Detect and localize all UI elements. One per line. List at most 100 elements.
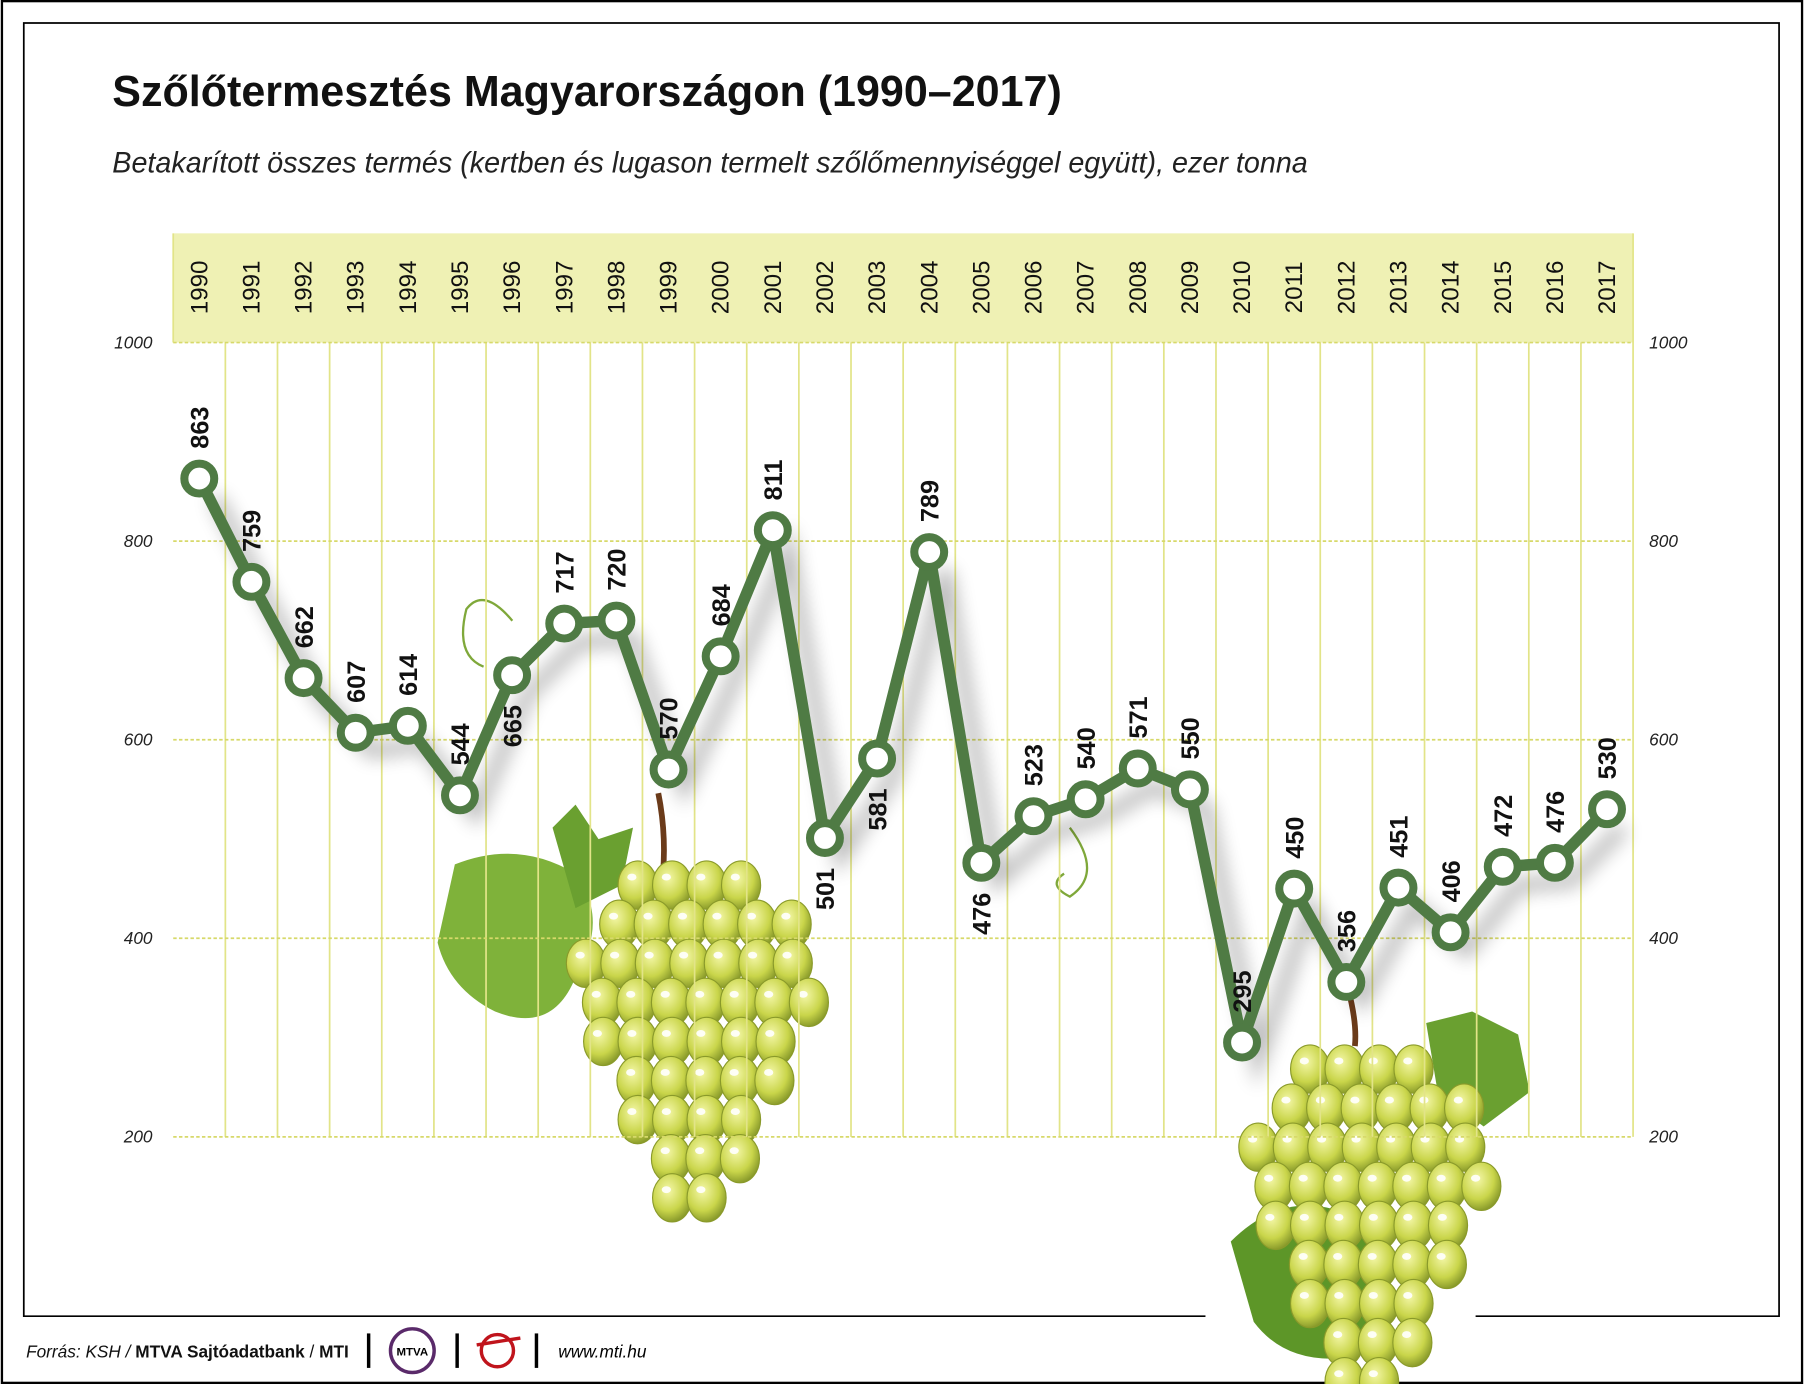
- grape-shine: [695, 990, 705, 998]
- grape-shine: [729, 1069, 739, 1076]
- data-point: [336, 713, 375, 752]
- footer-url: www.mti.hu: [558, 1342, 647, 1362]
- grape-shine: [696, 1108, 706, 1116]
- x-tick-label: 2005: [968, 261, 995, 315]
- grape-shine: [1402, 1331, 1412, 1339]
- x-tick-label: 2003: [864, 261, 891, 315]
- grape-shine: [1402, 1252, 1412, 1260]
- data-label: 720: [604, 549, 632, 591]
- y-tick-label: 400: [124, 928, 153, 948]
- grape-shine: [747, 951, 758, 959]
- grape-shine: [1350, 1096, 1360, 1104]
- grape-shine: [1334, 1370, 1344, 1378]
- grape-shine: [746, 912, 757, 920]
- data-label: 540: [1073, 727, 1101, 769]
- x-tick-label: 2007: [1073, 261, 1100, 315]
- y-tick-label: 200: [1648, 1127, 1678, 1147]
- data-label: 811: [760, 460, 788, 501]
- grape-shine: [1384, 1096, 1394, 1104]
- x-tick-label: 2000: [708, 261, 735, 315]
- data-point: [180, 459, 219, 498]
- grape-shine: [1334, 1057, 1344, 1065]
- data-point: [858, 739, 897, 778]
- x-tick-label: 1997: [551, 261, 578, 315]
- grape: [788, 977, 830, 1028]
- grape-shine: [1367, 1331, 1377, 1339]
- grape-shine: [782, 951, 792, 959]
- x-tick-label: 2006: [1021, 261, 1048, 315]
- grape-shine: [1368, 1370, 1378, 1378]
- data-point: [701, 637, 740, 676]
- y-tick-label: 600: [1649, 729, 1678, 749]
- x-tick-label: 2014: [1438, 261, 1465, 315]
- data-label: 530: [1594, 737, 1622, 779]
- data-label: 295: [1229, 970, 1257, 1012]
- data-label: 571: [1125, 696, 1153, 738]
- chart-title: Szőlőtermesztés Magyarországon (1990–201…: [112, 67, 1061, 116]
- data-label: 523: [1021, 744, 1049, 786]
- data-point: [493, 656, 532, 695]
- data-point: [284, 659, 323, 698]
- grape-shine: [1453, 1096, 1463, 1104]
- data-point: [1118, 749, 1157, 788]
- grape: [719, 1133, 761, 1184]
- grape-shine: [729, 1147, 739, 1155]
- grape-shine: [713, 951, 723, 959]
- leaf: [437, 853, 593, 1019]
- data-label: 450: [1281, 817, 1309, 859]
- x-tick-label: 2010: [1229, 261, 1256, 315]
- data-point: [1014, 797, 1053, 836]
- grape-shine: [1436, 1252, 1446, 1260]
- data-label: 684: [708, 584, 736, 626]
- grape-shine: [661, 873, 671, 881]
- grape-shine: [730, 1029, 740, 1037]
- x-tick-label: 1995: [447, 261, 474, 315]
- grape-shine: [1299, 1213, 1309, 1221]
- grape-shine: [661, 1186, 671, 1194]
- data-point: [232, 562, 271, 601]
- grape-shine: [644, 951, 654, 959]
- y-tick-label: 800: [124, 531, 153, 551]
- data-label: 472: [1490, 795, 1518, 837]
- grape-shine: [781, 912, 791, 920]
- data-point: [910, 533, 949, 572]
- x-tick-label: 2009: [1177, 261, 1204, 315]
- footer-text: MTVA Sajtóadatbank: [135, 1342, 305, 1362]
- x-tick-label: 2011: [1281, 261, 1308, 313]
- grape-shine: [661, 1108, 671, 1116]
- data-label: 476: [1542, 791, 1570, 833]
- grape-shine: [1333, 1252, 1343, 1260]
- grape-shine: [1264, 1174, 1274, 1182]
- x-tick-label: 1999: [656, 261, 683, 315]
- data-point: [388, 706, 427, 745]
- grape-shine: [1403, 1292, 1413, 1299]
- data-point: [1066, 780, 1105, 819]
- grape-shine: [729, 990, 739, 998]
- data-point: [1170, 770, 1209, 809]
- x-tick-label: 2012: [1333, 261, 1360, 315]
- y-tick-label: 1000: [1649, 332, 1688, 352]
- inner-frame: [22, 22, 1780, 1318]
- x-tick-label: 2001: [760, 261, 787, 315]
- data-label: 451: [1386, 816, 1414, 858]
- data-label: 406: [1438, 860, 1466, 902]
- grape-shine: [764, 1069, 774, 1076]
- grape-shine: [661, 1029, 671, 1037]
- chart-subtitle: Betakarított összes termés (kertben és l…: [112, 146, 1307, 179]
- tendril: [1055, 826, 1089, 898]
- grape-shine: [764, 990, 774, 998]
- x-tick-label: 2002: [812, 261, 839, 315]
- x-tick-label: 1990: [186, 261, 213, 315]
- x-tick-label: 2016: [1542, 261, 1569, 315]
- grape-shine: [627, 873, 637, 881]
- data-label: 356: [1334, 910, 1362, 952]
- x-tick-label: 1993: [343, 261, 370, 315]
- data-label: 614: [395, 654, 423, 696]
- data-label: 476: [969, 893, 997, 935]
- data-point: [545, 604, 584, 643]
- x-tick-label: 2013: [1386, 261, 1413, 315]
- data-point: [441, 776, 479, 815]
- grape-shine: [730, 1108, 740, 1116]
- grape: [772, 938, 813, 988]
